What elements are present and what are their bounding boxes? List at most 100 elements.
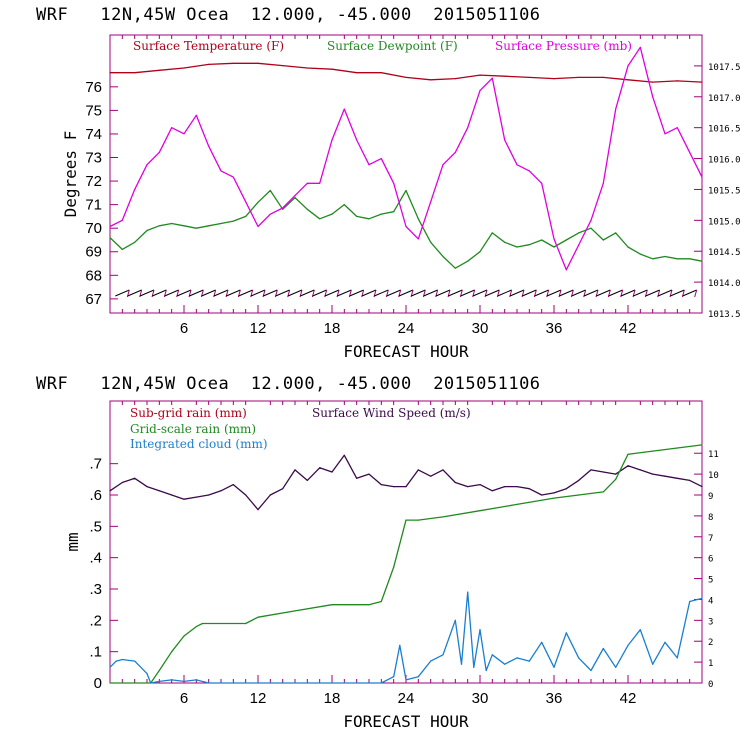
data-point (399, 644, 401, 647)
data-point (306, 208, 308, 210)
data-point (146, 164, 148, 166)
data-point (294, 469, 296, 471)
data-point (578, 232, 580, 234)
data-point (195, 496, 197, 498)
wind-barb (250, 289, 266, 297)
data-point (454, 151, 456, 153)
data-point (368, 164, 370, 166)
data-point (220, 222, 222, 225)
y2-tick-label: 1016.5 (708, 125, 740, 135)
y2-tick-label: 3 (708, 617, 713, 627)
data-point (109, 682, 111, 684)
data-point (232, 220, 234, 222)
data-point (615, 232, 617, 234)
x-tick-label: 30 (472, 320, 489, 337)
wind-barb (139, 289, 155, 297)
data-point (331, 604, 333, 606)
x-tick-label: 18 (324, 690, 341, 707)
data-point (701, 260, 703, 262)
y2-tick-label: 4 (708, 596, 713, 606)
data-point (109, 490, 111, 492)
data-point (590, 219, 592, 221)
data-point (442, 164, 444, 166)
data-point (282, 488, 284, 490)
data-point (257, 616, 259, 618)
y2-tick-label: 1015.5 (708, 186, 740, 196)
wind-barb (312, 289, 327, 297)
data-point (115, 660, 117, 662)
data-point (504, 663, 506, 665)
data-point (528, 76, 530, 78)
data-point (553, 246, 555, 248)
data-point (664, 475, 666, 477)
data-point (109, 237, 111, 239)
wind-barb (115, 289, 130, 297)
data-point (565, 632, 567, 634)
data-point (602, 182, 604, 184)
data-point (602, 76, 604, 78)
x-tick-label: 42 (620, 320, 637, 337)
data-point (220, 170, 222, 172)
data-point (257, 509, 259, 511)
y-tick-label: 70 (85, 220, 102, 237)
wind-barb (460, 289, 475, 297)
data-point (417, 519, 419, 521)
data-point (257, 62, 259, 64)
wind-barb (657, 289, 673, 297)
data-point (417, 238, 419, 240)
legend-entry: Surface Pressure (mb) (495, 39, 632, 53)
y2-tick-label: 1014.5 (708, 248, 740, 258)
data-point (380, 158, 382, 160)
data-point (405, 519, 407, 521)
data-point (652, 473, 654, 475)
data-point (405, 189, 407, 192)
wind-barb (497, 289, 512, 297)
data-point (121, 658, 123, 661)
data-point (578, 494, 580, 496)
data-point (109, 666, 111, 668)
data-point (430, 660, 432, 662)
data-point (150, 682, 152, 684)
data-point (183, 635, 185, 637)
data-point (134, 660, 136, 662)
data-point (368, 604, 370, 606)
data-point (393, 566, 395, 568)
data-point (208, 225, 210, 227)
data-point (356, 72, 358, 74)
data-point (553, 497, 555, 499)
y2-tick-label: 7 (708, 534, 713, 544)
data-point (602, 471, 604, 473)
data-point (171, 222, 173, 225)
data-point (578, 479, 580, 481)
data-point (183, 225, 185, 227)
data-point (485, 669, 487, 672)
data-point (109, 72, 111, 74)
data-point (121, 481, 123, 484)
y-tick-label: 73 (85, 150, 102, 167)
data-point (701, 176, 703, 178)
y2-tick-label: 1017.0 (708, 94, 740, 104)
wind-barb (435, 289, 451, 297)
data-point (417, 469, 419, 471)
data-point (306, 479, 308, 481)
data-point (615, 666, 617, 668)
data-point (528, 488, 530, 490)
data-point (245, 215, 247, 217)
data-point (689, 600, 691, 603)
data-point (479, 90, 481, 92)
y2-tick-label: 10 (708, 471, 719, 481)
data-point (306, 67, 308, 69)
data-point (380, 682, 382, 684)
data-point (269, 494, 271, 496)
wind-barb (176, 289, 192, 297)
y2-tick-label: 1013.5 (708, 310, 740, 320)
wind-barb-flag (694, 289, 698, 298)
legend-entry: Surface Wind Speed (m/s) (312, 406, 471, 420)
series-line-surface-dewpoint-f- (109, 189, 703, 269)
data-point (652, 450, 654, 452)
data-point (417, 676, 419, 678)
wind-barb (164, 289, 179, 297)
wind-barb (608, 289, 623, 297)
data-point (195, 114, 197, 116)
data-point (109, 225, 111, 228)
